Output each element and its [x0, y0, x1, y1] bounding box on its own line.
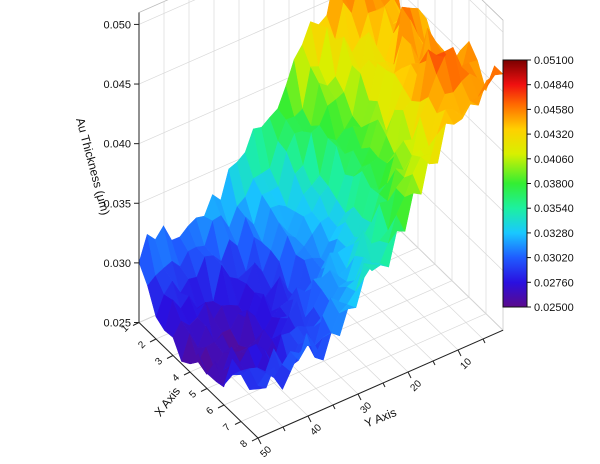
colorbar-label: 0.04060 — [534, 154, 574, 166]
x-tick — [200, 388, 208, 392]
x-tick-label: 8 — [238, 438, 250, 450]
colorbar-label: 0.03020 — [534, 253, 574, 265]
x-tick — [149, 338, 157, 343]
y-tick — [407, 371, 412, 379]
x-tick-label: 4 — [170, 372, 182, 384]
x-tick-label: 5 — [187, 389, 199, 401]
y-tick-label: 20 — [408, 378, 424, 394]
y-tick — [457, 349, 462, 357]
y-tick-label: 10 — [458, 356, 474, 372]
y-minor-tick — [382, 382, 386, 388]
y-tick — [357, 393, 362, 401]
colorbar-label: 0.02760 — [534, 277, 574, 289]
y-tick — [307, 415, 312, 423]
colorbar-bar — [502, 59, 528, 308]
x-axis-title: X Axis — [152, 384, 184, 419]
y-tick-label: 40 — [308, 422, 324, 438]
x-tick — [251, 437, 259, 442]
z-axis-title: Au Thickness (μm) — [73, 116, 112, 216]
colorbar-label: 0.04320 — [534, 129, 574, 141]
colorbar-label: 0.02500 — [534, 302, 574, 314]
z-tick-label: 0.035 — [103, 198, 131, 210]
y-minor-tick — [482, 338, 486, 344]
colorbar-label: 0.03280 — [534, 228, 574, 240]
z-tick-label: 0.025 — [103, 318, 131, 330]
x-tick — [166, 355, 174, 359]
x-tick-label: 2 — [136, 339, 148, 351]
x-axis-line — [138, 322, 259, 439]
y-tick — [257, 437, 262, 445]
x-tick-label: 3 — [153, 356, 165, 368]
surface — [138, 0, 504, 391]
y-minor-tick — [432, 360, 436, 366]
colorbar-label: 0.03540 — [534, 203, 574, 215]
x-tick-label: 7 — [221, 422, 233, 434]
z-tick-label: 0.045 — [103, 79, 131, 91]
colorbar-label: 0.04840 — [534, 80, 574, 92]
z-tick-label: 0.040 — [103, 139, 131, 151]
colorbar-label: 0.05100 — [534, 55, 574, 67]
x-tick — [183, 371, 191, 376]
x-tick — [132, 322, 140, 326]
y-minor-tick — [332, 404, 336, 410]
floor-gridline — [240, 313, 487, 422]
x-tick — [234, 421, 242, 425]
y-tick-label: 50 — [258, 444, 274, 459]
y-minor-tick — [282, 426, 286, 432]
surface-patch — [486, 65, 504, 88]
colorbar: 0.05100 0.04840 0.04580 0.04320 0.04060 0.038… — [502, 55, 574, 314]
colorbar-label: 0.03800 — [534, 179, 574, 191]
x-tick — [217, 404, 225, 409]
colorbar-label: 0.04580 — [534, 104, 574, 116]
x-tick-label: 6 — [204, 405, 216, 417]
y-axis-line — [257, 329, 504, 439]
z-tick-label: 0.030 — [103, 258, 131, 270]
z-tick-label: 0.050 — [103, 19, 131, 31]
